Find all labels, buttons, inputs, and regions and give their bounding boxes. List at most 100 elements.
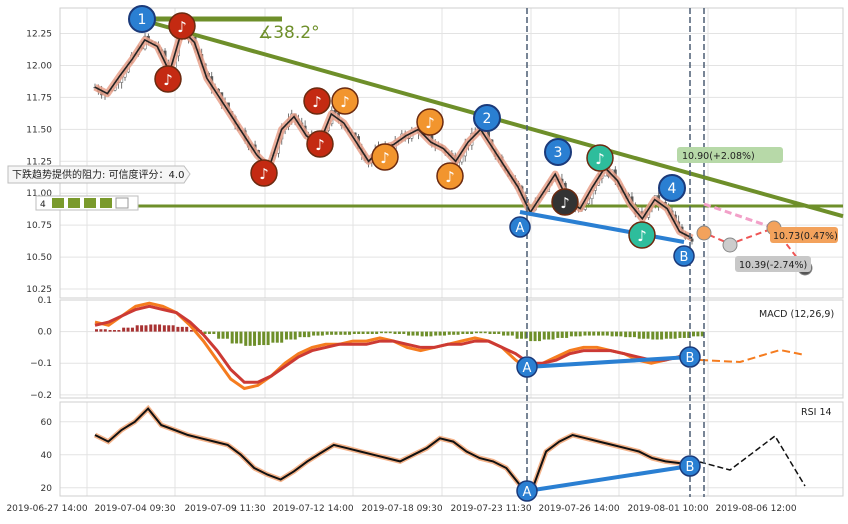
- rsi-line: [94, 407, 693, 489]
- note-marker-icon: [250, 159, 278, 187]
- macd-histogram-bar: [167, 325, 171, 332]
- macd-histogram-bar: [221, 331, 225, 339]
- macd-histogram-bar: [587, 331, 591, 336]
- macd-histogram-bar: [578, 331, 582, 337]
- macd-histogram-bar: [456, 331, 460, 335]
- macd-histogram-bar: [235, 331, 239, 344]
- y-tick-label: 20: [41, 484, 53, 494]
- macd-histogram-bar: [402, 331, 406, 334]
- macd-histogram-bar: [348, 331, 352, 335]
- note-marker-icon-glyph: ♪: [315, 136, 325, 154]
- macd-histogram-bar: [217, 331, 221, 339]
- note-marker-icon: [416, 108, 444, 136]
- rsi-glow: [93, 404, 693, 491]
- projection-point: [696, 225, 712, 241]
- x-tick-label: 2019-07-23 11:30: [450, 504, 531, 514]
- rsi-marker-B: [679, 455, 701, 477]
- note-marker-icon-glyph: ♪: [340, 93, 350, 111]
- wave-marker-4-text: 4: [668, 181, 677, 197]
- resistance-tooltip[interactable]: 下跌趋势提供的阻力: 可信度评分：4.0: [7, 165, 191, 184]
- macd-histogram-bar: [144, 325, 148, 332]
- macd-histogram-bar: [361, 331, 365, 334]
- projection-pink: [703, 202, 775, 230]
- macd-histogram-bar: [203, 331, 207, 334]
- macd-histogram-bar: [682, 331, 686, 338]
- macd-histogram-bar: [425, 331, 429, 337]
- note-marker-icon: [154, 65, 182, 93]
- note-marker-icon: [628, 221, 656, 249]
- macd-marker-A: [516, 356, 538, 378]
- macd-histogram-bar: [637, 331, 641, 339]
- y-tick-label: 11.25: [26, 157, 52, 167]
- note-marker-icon: [436, 162, 464, 190]
- macd-histogram-bar: [660, 331, 664, 340]
- note-marker-icon: [303, 87, 331, 115]
- macd-histogram-bar: [479, 331, 483, 334]
- macd-histogram-bar: [529, 331, 533, 342]
- signal-line: [94, 304, 693, 384]
- axes: 2019-06-27 14:00 2019-07-04 09:30 2019-07-…: [6, 30, 796, 514]
- projection-point: [722, 237, 738, 253]
- note-marker-icon: [168, 12, 196, 40]
- x-tick-label: 2019-07-12 14:00: [272, 504, 353, 514]
- wave-marker-3: [544, 138, 572, 166]
- y-tick-label: 0.1: [38, 296, 52, 306]
- macd-histogram-bar: [497, 331, 501, 334]
- macd-histogram-bar: [185, 326, 189, 332]
- macd-histogram-bar: [429, 331, 433, 337]
- macd-histogram-bar: [366, 331, 370, 334]
- macd-histogram-bar: [176, 326, 180, 332]
- macd-histogram-bar: [149, 324, 153, 332]
- macd-marker-B-text: B: [686, 351, 695, 366]
- macd-histogram-bar: [506, 331, 510, 336]
- x-tick-label: 2019-07-18 09:30: [361, 504, 442, 514]
- macd-histogram-bar: [583, 331, 587, 336]
- note-marker-icon: [331, 87, 359, 115]
- ab-line-rsi: [526, 464, 691, 493]
- macd-histogram-bar: [510, 331, 514, 336]
- macd-histogram-bar: [370, 331, 374, 334]
- macd-line: [94, 301, 693, 391]
- macd-histogram-bar: [601, 331, 605, 336]
- wave-marker-1-text: 1: [138, 12, 147, 28]
- macd-histogram-bar: [646, 331, 650, 339]
- projection-label-3: 10.39(-2.74%): [735, 256, 811, 272]
- x-tick-label: 2019-07-04 09:30: [94, 504, 175, 514]
- macd-histogram-bar: [230, 331, 234, 344]
- panel-frame-2: [59, 401, 844, 497]
- macd-histogram-bar: [248, 331, 252, 346]
- macd-histogram-bar: [135, 325, 139, 332]
- macd-histogram-bar: [352, 331, 356, 334]
- macd-histogram-bar: [597, 331, 601, 336]
- note-marker-icon-glyph: ♪: [380, 149, 390, 167]
- macd-histogram-bar: [434, 331, 438, 336]
- macd-histogram-bar: [411, 331, 415, 336]
- macd-histogram-bar: [339, 331, 343, 335]
- macd-histogram-bar: [257, 331, 261, 346]
- macd-histogram-bar: [325, 331, 329, 335]
- rating-value: 4: [40, 200, 46, 210]
- ab-line-price: [519, 210, 685, 244]
- macd-histogram-bar: [393, 331, 397, 334]
- wave-marker-B: [673, 245, 695, 267]
- macd-label: MACD (12,26,9): [759, 309, 834, 320]
- macd-histogram-bar: [533, 331, 537, 342]
- macd-histogram-bar: [266, 331, 270, 346]
- macd-histogram-bar: [465, 331, 469, 334]
- wave-marker-4: [658, 174, 686, 202]
- macd-histogram-bar: [696, 331, 700, 337]
- macd-histogram-bar: [271, 331, 275, 343]
- y-tick-label: 11.50: [26, 125, 52, 135]
- macd-histogram-bar: [483, 331, 487, 334]
- macd-histogram-bar: [614, 331, 618, 337]
- macd-histogram-bar: [112, 330, 116, 332]
- macd-histogram-bar: [212, 331, 216, 334]
- macd-histogram-bar: [95, 329, 98, 332]
- y-tick-label: 10.50: [26, 253, 52, 263]
- macd-histogram-bar: [565, 331, 569, 338]
- note-marker-icon-glyph: ♪: [259, 165, 269, 183]
- macd-panel: [94, 301, 806, 391]
- macd-histogram-bar: [470, 331, 474, 334]
- macd-histogram-bar: [655, 331, 659, 340]
